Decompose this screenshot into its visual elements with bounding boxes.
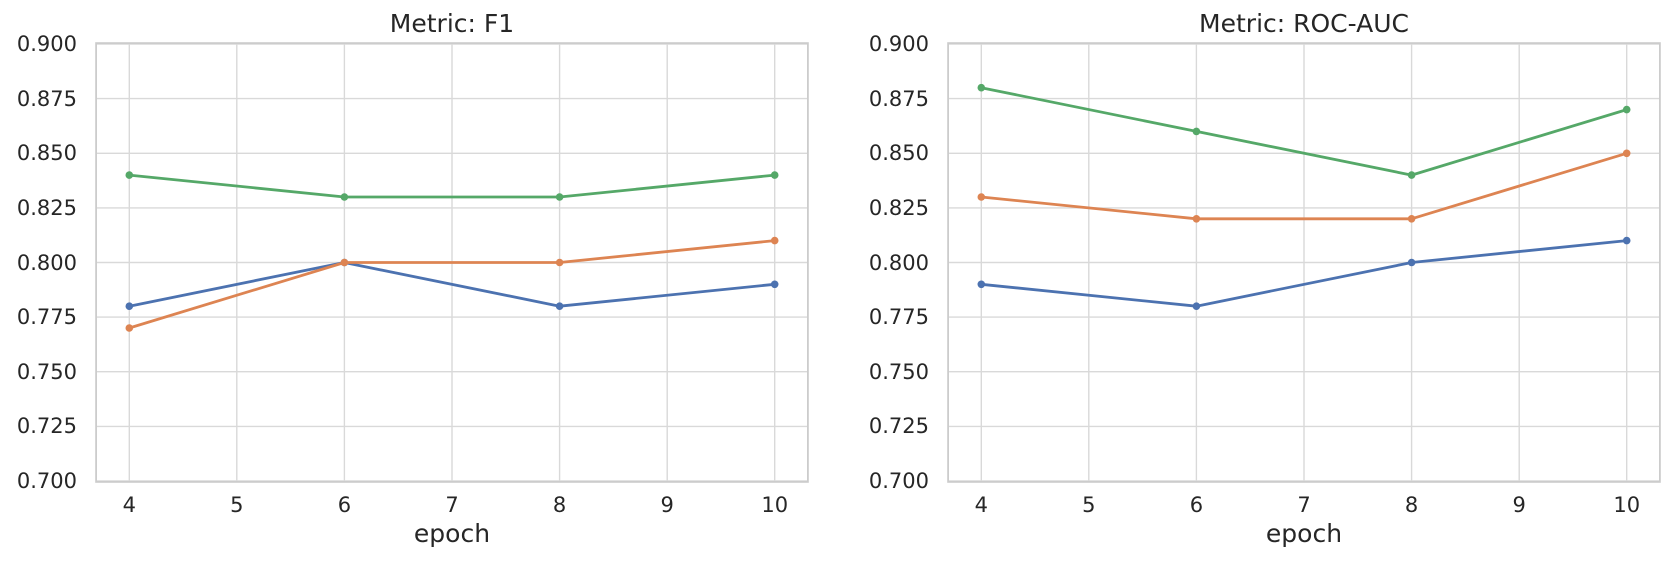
y-tick-label: 0.750 (16, 359, 77, 384)
x-tick-label: 10 (1613, 493, 1641, 517)
series-green-marker (1192, 127, 1201, 136)
x-axis-label-f1: epoch (413, 519, 491, 548)
series-blue-marker (1407, 258, 1416, 267)
y-tick-label: 0.700 (868, 469, 929, 493)
series-green-line (979, 86, 1629, 177)
y-tick-label: 0.900 (868, 32, 929, 56)
x-tick-label: 10 (761, 493, 789, 517)
y-tick-label: 0.875 (868, 86, 929, 111)
series-orange-marker (1407, 215, 1416, 223)
series-green-marker (977, 83, 986, 92)
y-tick-label: 0.725 (868, 414, 929, 439)
series-blue-marker (977, 280, 986, 289)
x-tick-label: 5 (1082, 493, 1096, 517)
axes-spine (947, 42, 1661, 483)
x-tick-label: 9 (1512, 493, 1526, 517)
series-orange-marker (770, 236, 779, 245)
x-axis-label-roc-auc: epoch (1265, 519, 1343, 548)
y-tick-label: 0.750 (868, 359, 929, 384)
series-blue-line (979, 239, 1629, 308)
series-blue-marker (1622, 236, 1631, 245)
x-tick-label: 5 (230, 493, 244, 517)
plot-area-f1 (95, 42, 809, 483)
series-green-line (127, 173, 777, 199)
x-tick-label: 7 (445, 493, 459, 517)
y-tick-label: 0.825 (16, 195, 77, 220)
series-orange-line (979, 151, 1629, 221)
x-tick-label: 4 (122, 493, 136, 517)
series-blue-marker (555, 302, 564, 311)
series-orange-marker (1192, 215, 1201, 223)
y-tick-label: 0.900 (16, 32, 77, 56)
series-orange-marker (1622, 149, 1631, 158)
series-green-marker (125, 171, 134, 179)
y-tick-label: 0.775 (16, 305, 77, 330)
series-orange-marker (340, 258, 349, 267)
series-orange-marker (555, 258, 564, 267)
y-tick-label: 0.725 (16, 414, 77, 439)
x-tick-label: 7 (1297, 493, 1311, 517)
series-blue-marker (125, 302, 134, 311)
y-tick-label: 0.825 (868, 195, 929, 220)
series-blue-marker (770, 280, 779, 289)
axes-spine (95, 42, 809, 483)
series-orange-marker (125, 324, 134, 332)
series-green-marker (770, 171, 779, 179)
y-tick-label: 0.875 (16, 86, 77, 111)
y-tick-label: 0.850 (868, 141, 929, 166)
chart-title-f1: Metric: F1 (389, 9, 515, 38)
series-orange-marker (977, 193, 986, 201)
y-tick-label: 0.800 (868, 250, 929, 275)
y-tick-label: 0.850 (16, 141, 77, 166)
series-blue-line (127, 261, 777, 308)
x-tick-label: 6 (1189, 493, 1204, 517)
series-green-marker (1407, 171, 1416, 179)
x-tick-label: 8 (1404, 493, 1419, 517)
x-tick-label: 6 (337, 493, 352, 517)
series-orange-line (127, 239, 777, 330)
chart-title-roc-auc: Metric: ROC-AUC (1199, 9, 1409, 38)
plot-area-roc-auc (947, 42, 1661, 483)
y-tick-label: 0.800 (16, 250, 77, 275)
x-tick-label: 4 (974, 493, 988, 517)
series-green-marker (1622, 105, 1631, 114)
series-green-marker (340, 193, 349, 201)
y-tick-label: 0.775 (868, 305, 929, 330)
x-tick-label: 8 (552, 493, 567, 517)
series-blue-marker (1192, 302, 1201, 311)
x-tick-label: 9 (660, 493, 674, 517)
series-green-marker (555, 193, 564, 201)
y-tick-label: 0.700 (16, 469, 77, 493)
